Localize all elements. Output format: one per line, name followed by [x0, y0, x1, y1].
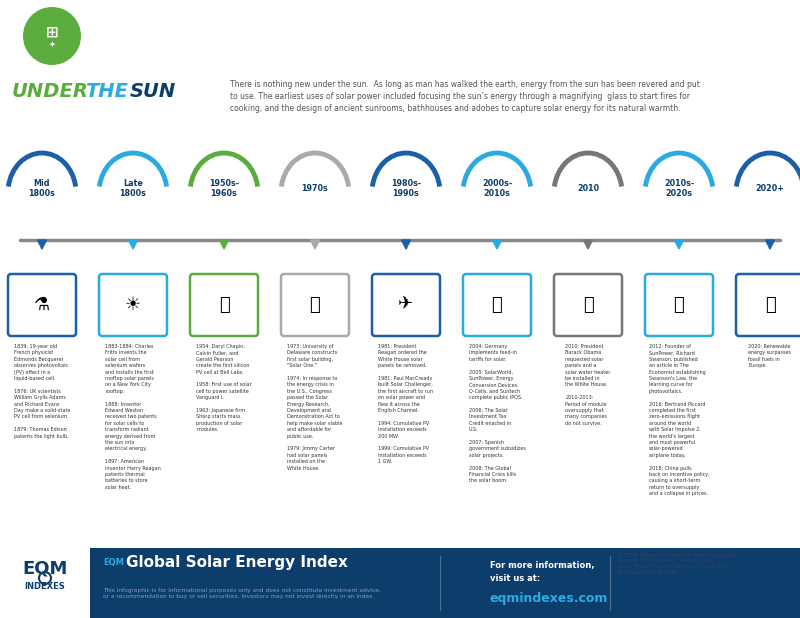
Text: 2010: 2010	[577, 184, 599, 193]
FancyBboxPatch shape	[463, 274, 531, 336]
Text: 2012: Founder of
SunPower, Richard
Swanson, published
an article in The
Economis: 2012: Founder of SunPower, Richard Swans…	[649, 344, 710, 496]
Text: History of Solar Energy: History of Solar Energy	[92, 26, 384, 46]
Text: 1973: University of
Delaware constructs
first solar building,
"Solar One."

1974: 1973: University of Delaware constructs …	[287, 344, 342, 470]
Polygon shape	[766, 240, 774, 249]
Polygon shape	[129, 240, 138, 249]
Text: 📡: 📡	[218, 296, 230, 314]
Text: 📊: 📊	[492, 296, 502, 314]
Text: 1980s-
1990s: 1980s- 1990s	[391, 179, 421, 198]
Text: © EQM Indexes; All Rights Reserved, 2021
Source: EQM Indexes, EnergySage,
Solar : © EQM Indexes; All Rights Reserved, 2021…	[618, 552, 736, 575]
FancyBboxPatch shape	[190, 274, 258, 336]
Text: 1981: President
Reagan ordered the
White House solar
panels be removed.

1981: P: 1981: President Reagan ordered the White…	[378, 344, 434, 464]
FancyBboxPatch shape	[645, 274, 713, 336]
Text: 1970s: 1970s	[302, 184, 328, 193]
Text: SUN: SUN	[130, 82, 176, 101]
Text: 🌱: 🌱	[765, 296, 775, 314]
Text: THE: THE	[85, 82, 128, 101]
Text: ☀: ☀	[125, 296, 141, 314]
Text: 2004: Germany
implements feed-in
tariffs for solar.

2005: SolarWorld,
SunPower,: 2004: Germany implements feed-in tariffs…	[469, 344, 526, 483]
Ellipse shape	[23, 7, 81, 65]
Text: There is nothing new under the sun.  As long as man has walked the earth, energy: There is nothing new under the sun. As l…	[230, 80, 700, 112]
Text: 1839: 19-year old
French physicist
Edmonds Becquerel
observes photovoltaic
(PV) : 1839: 19-year old French physicist Edmon…	[14, 344, 70, 439]
Polygon shape	[219, 240, 229, 249]
Text: 2000s-
2010s: 2000s- 2010s	[482, 179, 512, 198]
Text: For more information,: For more information,	[490, 561, 594, 570]
Text: Mid
1800s: Mid 1800s	[29, 179, 55, 198]
FancyBboxPatch shape	[90, 548, 800, 618]
FancyBboxPatch shape	[281, 274, 349, 336]
Text: 1883-1884: Charles
Fritts invents the
solar cell from
selenium wafers
and instal: 1883-1884: Charles Fritts invents the so…	[105, 344, 161, 490]
Polygon shape	[583, 240, 593, 249]
FancyBboxPatch shape	[0, 548, 90, 618]
Polygon shape	[38, 240, 46, 249]
Text: 2010: President
Barack Obama
requested solar
panels and a
solar water heater
be : 2010: President Barack Obama requested s…	[566, 344, 610, 426]
Text: 1954: Daryl Chapin,
Calvin Fuller, and
Gerald Pearson
create the first silicon
P: 1954: Daryl Chapin, Calvin Fuller, and G…	[196, 344, 252, 432]
Text: 🏛: 🏛	[582, 296, 594, 314]
FancyBboxPatch shape	[372, 274, 440, 336]
Text: 🛩: 🛩	[674, 296, 684, 314]
Text: EQM: EQM	[103, 557, 124, 567]
Text: 1950s-
1960s: 1950s- 1960s	[209, 179, 239, 198]
Polygon shape	[674, 240, 683, 249]
Text: This infographic is for informational purposes only and does not constitute inve: This infographic is for informational pu…	[103, 588, 381, 599]
Text: ⚗: ⚗	[34, 296, 50, 314]
Text: UNDER: UNDER	[12, 82, 89, 101]
Polygon shape	[310, 240, 319, 249]
Text: 2020: Renewable
energy surpasses
fossil fuels in
Europe.: 2020: Renewable energy surpasses fossil …	[749, 344, 791, 368]
Text: Global Solar Energy Index: Global Solar Energy Index	[126, 554, 348, 570]
Text: visit us at:: visit us at:	[490, 574, 540, 583]
Text: ✈: ✈	[398, 296, 414, 314]
Text: Late
1800s: Late 1800s	[119, 179, 146, 198]
FancyBboxPatch shape	[8, 274, 76, 336]
Text: eqmindexes.com: eqmindexes.com	[490, 592, 608, 605]
Text: ✦: ✦	[49, 40, 55, 48]
FancyBboxPatch shape	[554, 274, 622, 336]
Text: ⊞: ⊞	[46, 25, 58, 40]
Text: EQM: EQM	[22, 560, 68, 578]
Polygon shape	[402, 240, 410, 249]
Text: INDEXES: INDEXES	[25, 582, 66, 591]
Text: 🏠: 🏠	[310, 296, 320, 314]
FancyBboxPatch shape	[736, 274, 800, 336]
Text: 2020+: 2020+	[755, 184, 785, 193]
FancyBboxPatch shape	[99, 274, 167, 336]
Text: 2010s-
2020s: 2010s- 2020s	[664, 179, 694, 198]
Polygon shape	[493, 240, 502, 249]
